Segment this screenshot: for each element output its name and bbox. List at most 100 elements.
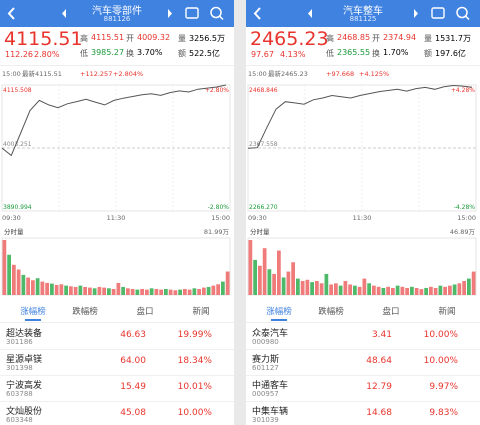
quote-value: 4115.51	[91, 33, 125, 42]
tab[interactable]: 涨幅榜	[266, 307, 292, 317]
quote-value: 4009.32	[137, 33, 171, 42]
tab-underline	[25, 319, 41, 321]
quote-value: 2365.55	[337, 48, 371, 57]
volume-bar	[35, 278, 40, 295]
volume-bar	[54, 284, 59, 295]
header-title: 汽车零部件	[92, 6, 142, 17]
volume-bar	[140, 288, 144, 295]
quote-key: 高	[80, 34, 88, 43]
stock-name[interactable]: 超达装备	[6, 329, 43, 339]
time-label: 15:00	[248, 70, 267, 78]
volume-bar	[296, 278, 300, 295]
volume-bar	[348, 284, 352, 295]
volume-bar	[154, 288, 159, 295]
prev-icon[interactable]	[308, 9, 312, 18]
volume-bar	[405, 287, 409, 295]
price: 4115.51	[4, 28, 83, 50]
search-icon[interactable]	[456, 6, 468, 19]
stock-code: 000957	[252, 390, 279, 398]
stock-name[interactable]: 星源卓镁	[6, 355, 43, 365]
volume-bar	[216, 284, 220, 295]
stock-price: 12.79	[366, 382, 392, 392]
volume-bar	[386, 286, 390, 295]
latest-label: 最新2465.23	[268, 69, 308, 78]
header-code: 881125	[349, 15, 377, 23]
volume-bar	[395, 285, 400, 295]
panel: 汽车零部件 881126 4115.51 112.26 2.80% 高 4115.51 开 40…	[0, 0, 234, 425]
stock-name[interactable]: 中集车辆	[252, 407, 289, 417]
volume-bar	[225, 271, 230, 295]
stock-name[interactable]: 赛力斯	[252, 355, 280, 365]
quote-key: 换	[126, 49, 134, 58]
stock-name[interactable]: 众泰汽车	[252, 329, 289, 339]
next-icon[interactable]	[414, 9, 418, 18]
volume-bar	[178, 289, 182, 295]
tab[interactable]: 新闻	[192, 307, 210, 317]
board-icon[interactable]	[185, 7, 199, 19]
tab[interactable]: 盘口	[136, 307, 154, 317]
tab[interactable]: 新闻	[438, 307, 456, 317]
stock-name[interactable]: 文灿股份	[6, 407, 43, 417]
high-label: 2468.846	[249, 87, 278, 94]
volume-bar	[59, 284, 64, 295]
search-icon[interactable]	[210, 6, 222, 19]
stock-price: 64.00	[120, 356, 146, 366]
stock-price: 15.49	[120, 382, 146, 392]
volume-bar	[202, 287, 206, 295]
tab[interactable]: 盘口	[382, 307, 400, 317]
volume-bar	[291, 262, 295, 295]
prev-icon[interactable]	[62, 9, 66, 18]
tab[interactable]: 跌幅榜	[318, 307, 344, 317]
stock-price: 14.68	[366, 408, 392, 418]
stock-code: 301039	[252, 416, 279, 424]
volume-bar	[286, 271, 291, 295]
quote-value: 3985.27	[91, 48, 125, 57]
tab-divider	[246, 322, 480, 323]
stock-name[interactable]: 中通客车	[252, 381, 289, 391]
stock-code: 000980	[252, 338, 279, 346]
stock-price: 46.63	[120, 330, 146, 340]
volume-max: 81.99万	[204, 228, 230, 236]
volume-bar	[334, 283, 338, 295]
tab[interactable]: 跌幅榜	[72, 307, 98, 317]
volume-bar	[145, 289, 149, 295]
volume-bar	[452, 284, 457, 295]
mid-label: 2367.558	[249, 141, 278, 148]
back-icon[interactable]	[253, 7, 261, 20]
volume-bar	[31, 280, 35, 295]
stock-name[interactable]: 宁波高发	[6, 381, 43, 391]
volume-bar	[111, 288, 116, 295]
next-icon[interactable]	[168, 9, 172, 18]
quote-key: 开	[126, 34, 134, 43]
volume-bar	[448, 285, 452, 295]
quote-value: 2374.94	[383, 33, 417, 42]
header-code: 881126	[103, 15, 131, 23]
stock-pct: 10.00%	[423, 356, 458, 366]
stock-pct: 10.00%	[177, 408, 212, 418]
back-icon[interactable]	[7, 7, 15, 20]
volume-bar	[462, 280, 466, 295]
stock-pct: 10.01%	[177, 382, 212, 392]
stock-code: 301186	[6, 338, 33, 346]
stock-pct: 10.00%	[423, 330, 458, 340]
volume-frame	[247, 237, 477, 296]
board-icon[interactable]	[431, 7, 445, 19]
quote-key: 低	[326, 49, 334, 58]
low-pct-label: -2.80%	[208, 204, 230, 211]
price: 2465.23	[250, 28, 329, 50]
tab[interactable]: 涨幅榜	[20, 307, 46, 317]
search-handle	[218, 15, 224, 21]
delta-pct-label: +2.804%	[113, 70, 143, 78]
volume-frame	[1, 237, 231, 296]
volume-bar	[168, 289, 173, 295]
volume-bar	[367, 283, 371, 295]
time-axis-label: 11:30	[107, 214, 126, 222]
volume-bar	[45, 282, 49, 295]
delta-pct-label: +4.125%	[359, 70, 389, 78]
time-label: 15:00	[2, 70, 21, 78]
low-pct-label: -4.28%	[454, 204, 476, 211]
volume-bar	[50, 283, 54, 295]
volume-title: 分时量	[4, 227, 24, 236]
stock-pct: 9.83%	[429, 408, 458, 418]
